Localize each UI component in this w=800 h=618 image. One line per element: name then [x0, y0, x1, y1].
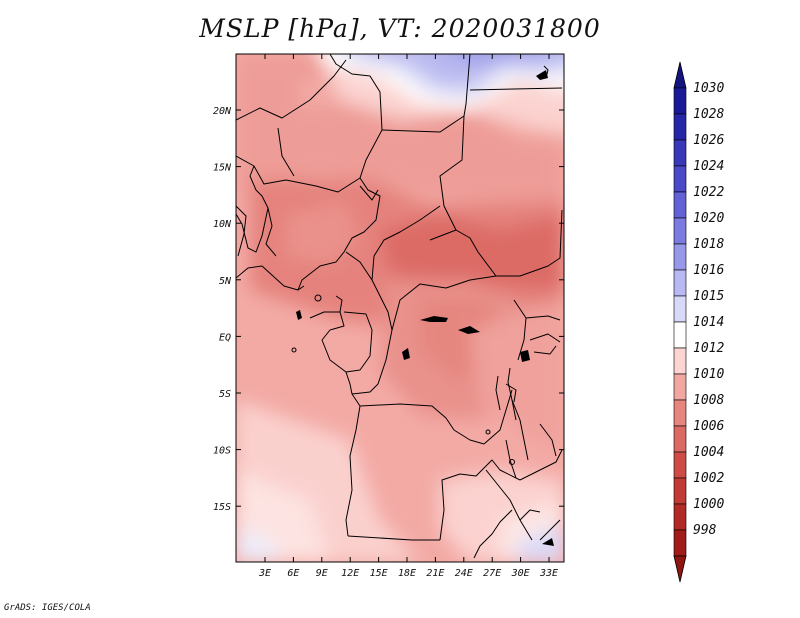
colorbar-swatch: [673, 373, 687, 401]
lon-label: 33E: [539, 568, 558, 579]
colorbar-swatch: [673, 191, 687, 219]
colorbar-label: 1000: [693, 497, 724, 512]
colorbar-label: 1010: [693, 367, 724, 382]
colorbar-top-arrow: [673, 61, 687, 89]
longitude-axis: 3E 6E 9E 12E 15E 18E 21E 24E 27E 30E 33E: [258, 54, 558, 579]
colorbar-label: 1026: [693, 133, 724, 148]
colorbar-swatch: [673, 139, 687, 167]
lat-label: EQ: [219, 332, 231, 343]
colorbar-swatch: [673, 269, 687, 297]
lat-label: 10S: [213, 446, 231, 457]
colorbar-label: 1014: [693, 315, 724, 330]
colorbar-label: 1024: [693, 159, 724, 174]
colorbar-swatch: [673, 503, 687, 531]
colorbar-swatch: [673, 217, 687, 245]
colorbar-label: 1016: [693, 263, 724, 278]
colorbar-swatch: [673, 87, 687, 115]
colorbar: 1030 1028 1026 1024 1022 1020 1018 1016 1015 1014…: [673, 61, 724, 583]
colorbar-label: 1022: [693, 185, 724, 200]
lon-label: 18E: [398, 568, 416, 579]
colorbar-swatch: [673, 165, 687, 193]
colorbar-swatch: [673, 295, 687, 323]
lat-label: 5S: [219, 389, 231, 400]
colorbar-swatch: [673, 321, 687, 349]
grads-credit: GrADS: IGES/COLA: [4, 603, 91, 613]
colorbar-label: 1020: [693, 211, 724, 226]
colorbar-label: 1028: [693, 107, 724, 122]
colorbar-label: 1008: [693, 393, 724, 408]
lon-label: 27E: [483, 568, 501, 579]
pressure-field: [236, 54, 564, 562]
latitude-axis: 20N 15N 10N 5N EQ 5S 10S 15S: [213, 106, 564, 513]
lat-label: 5N: [219, 276, 232, 287]
colorbar-label: 1030: [693, 81, 724, 96]
colorbar-swatch: [673, 477, 687, 505]
colorbar-label: 1012: [693, 341, 724, 356]
colorbar-label: 1018: [693, 237, 724, 252]
lon-label: 24E: [455, 568, 473, 579]
map-frame: [235, 53, 565, 563]
lon-label: 3E: [258, 568, 271, 579]
lon-label: 9E: [316, 568, 328, 579]
lon-label: 21E: [426, 568, 444, 579]
colorbar-swatch: [673, 347, 687, 375]
lon-label: 15E: [370, 568, 388, 579]
lat-label: 20N: [213, 106, 232, 117]
colorbar-label: 1002: [693, 471, 724, 486]
colorbar-bottom-arrow: [673, 555, 687, 583]
colorbar-swatch: [673, 451, 687, 479]
colorbar-swatch: [673, 399, 687, 427]
lat-label: 15S: [213, 502, 231, 513]
colorbar-label: 998: [693, 523, 717, 538]
colorbar-label: 1004: [693, 445, 724, 460]
colorbar-label: 1015: [693, 289, 724, 304]
lat-label: 15N: [213, 163, 232, 174]
colorbar-swatch: [673, 243, 687, 271]
colorbar-swatch: [673, 425, 687, 453]
colorbar-label: 1006: [693, 419, 724, 434]
lon-label: 12E: [341, 568, 359, 579]
map-title: MSLP [hPa], VT: 2020031800: [199, 14, 601, 43]
lon-label: 30E: [511, 568, 530, 579]
colorbar-swatch: [673, 113, 687, 141]
colorbar-swatch: [673, 529, 687, 557]
lon-label: 6E: [287, 568, 299, 579]
lat-label: 10N: [213, 219, 232, 230]
